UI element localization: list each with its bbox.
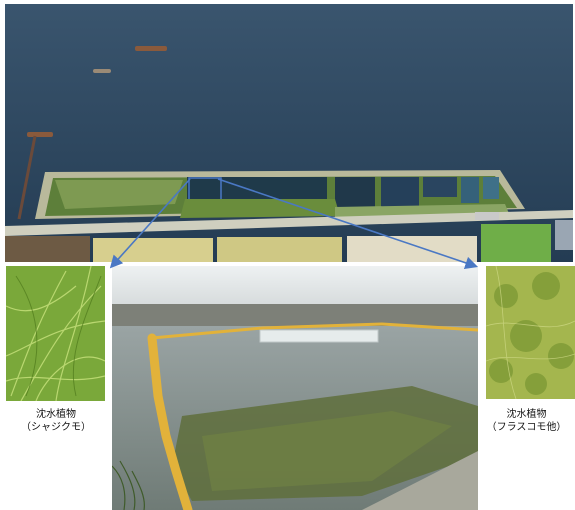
building bbox=[555, 220, 573, 250]
oil-boom bbox=[151, 322, 478, 340]
submerged-vegetation bbox=[202, 411, 452, 491]
field bbox=[347, 236, 477, 262]
left-caption-line2: （シャジクモ） bbox=[21, 422, 91, 433]
far-embankment bbox=[112, 304, 478, 328]
pond bbox=[187, 177, 327, 199]
road bbox=[5, 210, 573, 236]
callout-line-left bbox=[109, 178, 191, 269]
right-plant-photo bbox=[486, 266, 575, 399]
right-caption-line1: 沈水植物 bbox=[506, 409, 547, 420]
pond bbox=[335, 177, 375, 207]
right-caption-line2: （フラスコモ他） bbox=[486, 422, 567, 433]
pier bbox=[17, 135, 37, 220]
field bbox=[481, 224, 551, 262]
aerial-photo bbox=[5, 4, 573, 262]
building bbox=[475, 212, 499, 220]
shore-gravel bbox=[362, 451, 478, 510]
vegetation bbox=[180, 199, 340, 218]
field bbox=[5, 236, 90, 262]
vegetation bbox=[55, 180, 183, 209]
callout-line-right bbox=[217, 178, 479, 269]
pond bbox=[461, 177, 479, 203]
boat bbox=[27, 132, 53, 137]
pond bbox=[381, 177, 419, 207]
pond bbox=[423, 177, 457, 197]
field bbox=[217, 237, 342, 262]
floating-platform bbox=[259, 329, 379, 343]
boat bbox=[135, 46, 167, 51]
boat bbox=[93, 69, 111, 73]
sky bbox=[112, 266, 478, 306]
right-caption: 沈水植物 （フラスコモ他） bbox=[478, 408, 575, 434]
left-caption-line1: 沈水植物 bbox=[36, 409, 76, 420]
pond bbox=[483, 177, 499, 199]
oil-boom bbox=[147, 333, 193, 510]
left-caption: 沈水植物 （シャジクモ） bbox=[0, 408, 112, 434]
pond-enclosure-photo bbox=[112, 266, 478, 510]
left-plant-photo bbox=[6, 266, 105, 401]
